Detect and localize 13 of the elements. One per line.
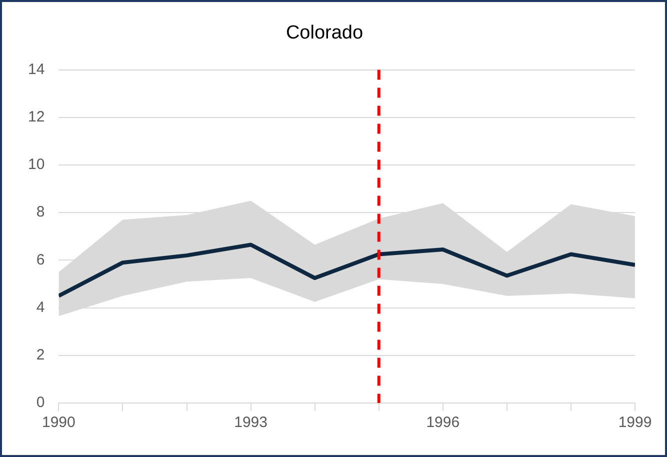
y-tick-label: 12 [28, 108, 45, 126]
x-tick-label: 1990 [42, 414, 76, 432]
y-tick-label: 14 [28, 60, 45, 78]
y-tick-label: 6 [36, 251, 45, 268]
x-tick-label: 1999 [618, 414, 652, 432]
chart-title: Colorado [286, 22, 364, 44]
y-tick-label: 0 [36, 394, 45, 412]
x-tick-label: 1993 [234, 414, 268, 432]
y-tick-label: 8 [36, 204, 45, 221]
y-tick-label: 4 [36, 298, 45, 316]
y-tick-label: 2 [36, 346, 45, 364]
x-tick-label: 1996 [426, 414, 460, 432]
y-tick-label: 10 [28, 156, 45, 174]
